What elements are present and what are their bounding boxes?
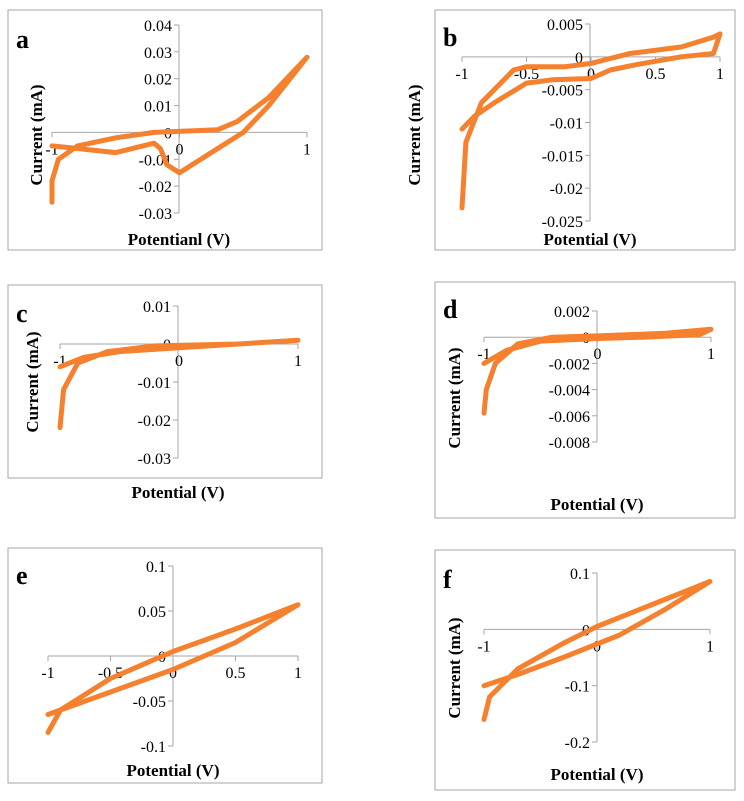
panel-letter: f bbox=[443, 565, 452, 594]
x-tick-label: 1 bbox=[716, 66, 724, 83]
panel-letter: b bbox=[443, 23, 457, 52]
y-tick-label: -0.02 bbox=[138, 413, 171, 430]
y-tick-label: -0.02 bbox=[139, 179, 172, 196]
x-tick-label: 1 bbox=[294, 353, 302, 370]
panel-letter: e bbox=[16, 561, 28, 590]
x-axis-title: Potential (V) bbox=[550, 765, 643, 784]
y-tick-label: -0.1 bbox=[141, 739, 166, 756]
x-axis-title: Potential (V) bbox=[550, 495, 643, 514]
y-tick-label: -0.002 bbox=[549, 356, 590, 373]
x-tick-label: 0.5 bbox=[646, 66, 666, 83]
x-tick-label: -1 bbox=[41, 665, 54, 682]
y-tick-label: 0.03 bbox=[144, 45, 172, 62]
y-axis-title: Current (mA) bbox=[445, 347, 464, 448]
y-tick-label: 0.1 bbox=[570, 566, 590, 583]
x-tick-label: 0.5 bbox=[226, 665, 246, 682]
x-tick-label: 0 bbox=[175, 353, 183, 370]
x-tick-label: 0 bbox=[176, 141, 184, 158]
panel-frame bbox=[435, 550, 735, 790]
x-tick-label: 1 bbox=[706, 638, 714, 655]
y-tick-label: 0.1 bbox=[146, 559, 166, 576]
y-tick-label: -0.01 bbox=[550, 116, 583, 133]
panel-letter: a bbox=[16, 25, 29, 54]
y-tick-label: -0.01 bbox=[138, 375, 171, 392]
y-tick-label: 0.005 bbox=[547, 17, 583, 34]
y-tick-label: -0.05 bbox=[133, 694, 166, 711]
y-tick-label: 0.01 bbox=[144, 99, 172, 116]
y-axis-title: Current (mA) bbox=[27, 84, 46, 185]
panel-letter: c bbox=[16, 299, 28, 328]
y-tick-label: -0.03 bbox=[138, 451, 171, 468]
y-tick-label: 0.04 bbox=[144, 18, 172, 35]
x-axis-title: Potential (V) bbox=[131, 483, 224, 502]
x-axis-title: Potential (V) bbox=[543, 230, 636, 249]
y-tick-label: 0.05 bbox=[138, 604, 166, 621]
x-tick-label: 0 bbox=[594, 346, 602, 363]
x-tick-label: 1 bbox=[707, 346, 715, 363]
y-tick-label: -0.005 bbox=[542, 83, 583, 100]
y-tick-label: -0.006 bbox=[549, 409, 590, 426]
y-tick-label: -0.1 bbox=[565, 679, 590, 696]
y-tick-label: -0.004 bbox=[549, 383, 590, 400]
y-tick-label: -0.025 bbox=[542, 214, 583, 231]
y-tick-label: -0.02 bbox=[550, 181, 583, 198]
x-tick-label: 1 bbox=[294, 665, 302, 682]
panel-letter: d bbox=[443, 295, 458, 324]
y-tick-label: 0.02 bbox=[144, 72, 172, 89]
x-tick-label: -1 bbox=[455, 66, 468, 83]
x-axis-title: Potentianl (V) bbox=[128, 230, 230, 249]
y-tick-label: -0.2 bbox=[565, 735, 590, 752]
y-axis-title: Current (mA) bbox=[445, 617, 464, 718]
y-tick-label: -0.03 bbox=[139, 206, 172, 223]
y-tick-label: 0.002 bbox=[554, 304, 590, 321]
y-axis-title: Current (mA) bbox=[23, 331, 42, 432]
y-tick-label: 0.01 bbox=[143, 299, 171, 316]
x-tick-label: -1 bbox=[477, 638, 490, 655]
x-tick-label: 1 bbox=[303, 141, 311, 158]
y-axis-title: Current (mA) bbox=[405, 84, 424, 185]
y-tick-label: -0.015 bbox=[542, 148, 583, 165]
x-axis-title: Potential (V) bbox=[126, 761, 219, 780]
y-tick-label: -0.008 bbox=[549, 435, 590, 452]
